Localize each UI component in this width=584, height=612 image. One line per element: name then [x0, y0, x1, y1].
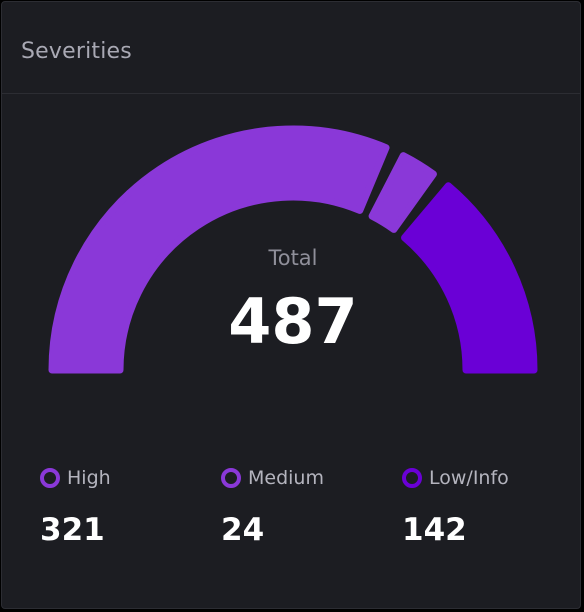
total-value: 487: [228, 285, 358, 358]
gauge-segment-medium: [368, 152, 437, 233]
legend-value-high: 321: [40, 512, 105, 548]
low-info-ring-icon: [402, 468, 422, 488]
legend-value-medium: 24: [221, 512, 265, 548]
severity-gauge-chart: [48, 125, 538, 374]
legend-item-medium: Medium 24: [221, 464, 324, 550]
medium-ring-icon: [221, 468, 241, 488]
legend-value-low-info: 142: [402, 512, 467, 548]
card-header: Severities: [2, 2, 580, 94]
card-title: Severities: [21, 39, 132, 64]
legend-item-low-info: Low/Info 142: [402, 464, 509, 550]
legend-label-low-info: Low/Info: [429, 467, 509, 489]
high-ring-icon: [40, 468, 60, 488]
gauge-segment-low-info: [401, 182, 538, 374]
legend-label-high: High: [67, 467, 111, 489]
total-label: Total: [268, 246, 318, 270]
legend-item-high: High 321: [40, 464, 111, 550]
legend-label-medium: Medium: [248, 467, 324, 489]
gauge-segment-high: [48, 125, 390, 374]
